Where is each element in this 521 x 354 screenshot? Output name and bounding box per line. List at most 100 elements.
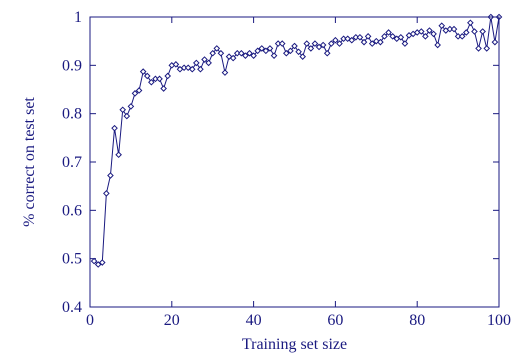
data-point-marker [172, 61, 180, 68]
data-point-marker [385, 29, 392, 36]
axis-ticks [89, 16, 500, 308]
data-point-marker [467, 19, 474, 27]
y-tick-label: 0.9 [62, 57, 82, 74]
data-point-marker [389, 33, 396, 40]
data-point-marker [360, 38, 368, 46]
data-point-marker [139, 68, 147, 75]
plot-frame [89, 16, 500, 308]
data-point-marker [270, 52, 278, 59]
y-tick-label: 0.4 [62, 299, 82, 316]
data-point-marker [434, 41, 441, 49]
x-axis-label: Training set size [242, 336, 347, 353]
x-tick-label: 60 [327, 312, 343, 329]
data-point-marker [254, 47, 261, 55]
data-point-marker [143, 72, 151, 80]
data-point-marker [328, 40, 335, 47]
data-point-marker [127, 103, 135, 110]
x-tick-label: 40 [246, 312, 262, 329]
x-tick-label: 0 [86, 312, 94, 329]
x-tick-label: 80 [409, 312, 425, 329]
data-point-marker [381, 33, 388, 40]
y-tick-label: 1 [74, 9, 82, 26]
data-point-marker [426, 27, 433, 34]
data-point-marker [197, 65, 204, 73]
data-point-marker [356, 33, 364, 41]
y-axis-label: % correct on test set [21, 97, 38, 227]
y-tick-label: 0.7 [62, 154, 82, 171]
data-series [90, 13, 503, 268]
data-point-marker [103, 190, 110, 197]
data-point-marker [148, 78, 155, 86]
data-point-marker [364, 33, 372, 40]
data-point-marker [250, 52, 257, 59]
data-point-marker [438, 22, 446, 30]
data-point-marker [258, 45, 266, 52]
data-point-marker [368, 40, 376, 47]
data-point-marker [303, 40, 311, 47]
data-point-marker [307, 45, 315, 52]
data-point-marker [229, 54, 237, 62]
y-tick-label: 0.5 [62, 251, 82, 268]
data-point-marker [242, 52, 249, 59]
data-point-marker [336, 40, 343, 47]
data-point-marker [291, 42, 298, 50]
data-point-marker [90, 257, 98, 265]
data-point-marker [115, 151, 122, 159]
data-point-marker [471, 28, 478, 35]
data-point-marker [164, 72, 172, 80]
data-point-marker [262, 47, 270, 55]
data-point-marker [430, 30, 437, 38]
data-point-marker [131, 90, 139, 97]
data-point-marker [319, 41, 327, 49]
data-point-marker [397, 33, 405, 41]
series-line [93, 16, 500, 266]
data-point-marker [283, 49, 290, 57]
data-point-marker [160, 85, 167, 92]
data-point-marker [246, 49, 253, 57]
data-point-marker [123, 112, 131, 120]
data-point-marker [491, 38, 499, 46]
data-point-marker [238, 49, 245, 57]
data-point-marker [348, 36, 356, 44]
axis-tick-labels: 0 20 40 60 80 100 0.4 0.5 0.6 0.7 0.8 0.9 1 [62, 9, 511, 329]
data-point-marker [323, 49, 331, 57]
data-point-marker [209, 49, 217, 57]
y-tick-label: 0.6 [62, 202, 82, 219]
data-point-marker [332, 36, 339, 44]
data-point-marker [221, 69, 229, 76]
data-point-marker [201, 56, 208, 63]
data-point-marker [417, 28, 425, 35]
data-point-marker [295, 48, 302, 56]
data-point-marker [193, 59, 200, 67]
data-point-marker [315, 43, 323, 51]
x-tick-label: 20 [164, 312, 180, 329]
data-point-marker [205, 59, 212, 67]
data-point-marker [135, 87, 143, 94]
data-point-marker [479, 28, 486, 35]
data-point-marker [377, 38, 384, 46]
data-point-marker [266, 45, 274, 52]
data-point-marker [156, 75, 163, 83]
y-tick-label: 0.8 [62, 106, 82, 123]
data-point-marker [98, 259, 106, 266]
data-point-marker [475, 45, 482, 52]
data-point-marker [287, 47, 294, 55]
data-point-marker [311, 40, 319, 47]
data-point-marker [422, 33, 429, 40]
data-point-marker [483, 45, 491, 52]
data-point-marker [94, 261, 102, 268]
data-point-marker [458, 33, 466, 40]
data-point-marker [119, 106, 127, 114]
data-point-marker [188, 65, 196, 73]
data-point-marker [278, 40, 286, 47]
data-point-marker [401, 40, 409, 47]
data-point-marker [462, 29, 470, 36]
x-tick-label: 100 [487, 312, 511, 329]
data-point-marker [213, 45, 221, 52]
data-point-marker [217, 49, 225, 57]
data-point-marker [111, 124, 118, 132]
data-point-marker [299, 53, 306, 60]
data-point-marker [372, 37, 380, 45]
data-point-marker [107, 172, 114, 179]
